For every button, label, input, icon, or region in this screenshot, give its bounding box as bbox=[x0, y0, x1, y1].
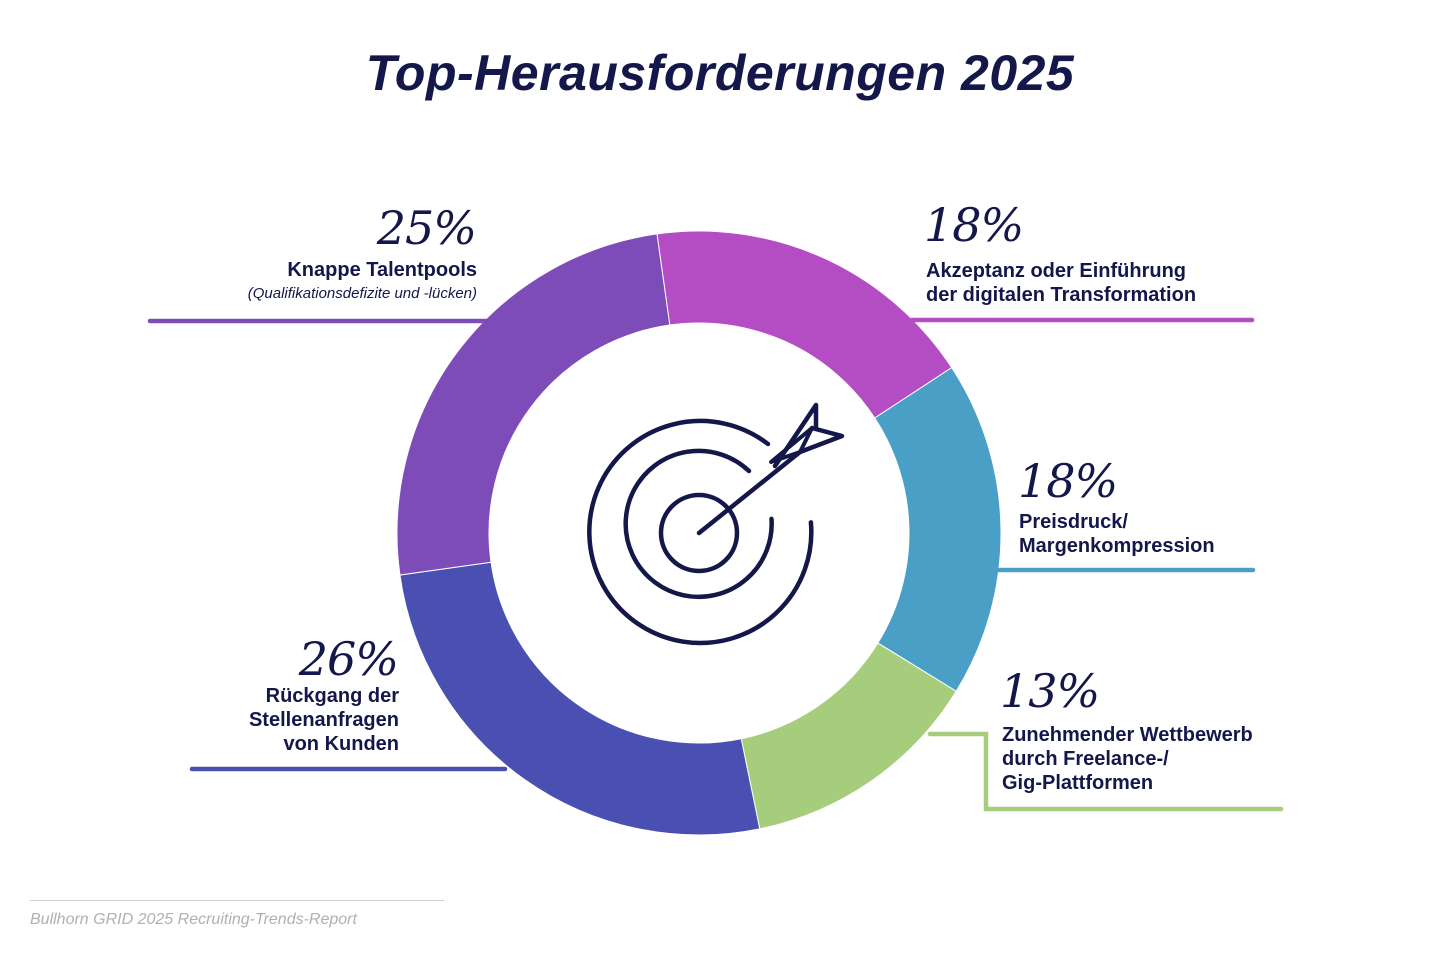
digital-label-line1: Akzeptanz oder Einführung bbox=[926, 260, 1186, 282]
source-note: Bullhorn GRID 2025 Recruiting-Trends-Rep… bbox=[30, 911, 357, 928]
price-label-line1: Preisdruck/ bbox=[1019, 511, 1128, 533]
gig-percentage: 13% bbox=[1000, 664, 1100, 718]
decline-label-line1: Rückgang der bbox=[265, 685, 399, 707]
gig-label-line2: durch Freelance-/ bbox=[1002, 748, 1169, 770]
chart-title: Top-Herausforderungen 2025 bbox=[365, 45, 1075, 101]
donut-ring bbox=[396, 230, 1002, 836]
talent-label: Knappe Talentpools bbox=[287, 259, 477, 281]
target-arrow-icon bbox=[587, 402, 845, 646]
gig-label-line3: Gig-Plattformen bbox=[1002, 772, 1154, 794]
source-divider bbox=[30, 900, 444, 901]
price-label-line2: Margenkompression bbox=[1019, 535, 1215, 557]
leader-lines bbox=[147, 317, 1284, 812]
decline-label-line3: von Kunden bbox=[283, 733, 399, 755]
digital-percentage: 18% bbox=[924, 198, 1024, 252]
decline-label-line2: Stellenanfragen bbox=[248, 709, 399, 731]
decline-percentage: 26% bbox=[298, 632, 399, 686]
talent-sublabel: (Qualifikationsdefizite und -lücken) bbox=[247, 285, 477, 302]
segment-price bbox=[874, 366, 1002, 692]
segment-decline bbox=[399, 561, 761, 836]
price-percentage: 18% bbox=[1018, 454, 1118, 508]
segment-gig bbox=[740, 642, 957, 830]
talent-percentage: 25% bbox=[376, 201, 477, 255]
segment-talent bbox=[396, 233, 671, 576]
digital-label-line2: der digitalen Transformation bbox=[926, 284, 1197, 306]
gig-label-line1: Zunehmender Wettbewerb bbox=[1002, 724, 1253, 746]
gig-leader-line bbox=[927, 731, 1284, 812]
segment-digital bbox=[656, 230, 953, 419]
